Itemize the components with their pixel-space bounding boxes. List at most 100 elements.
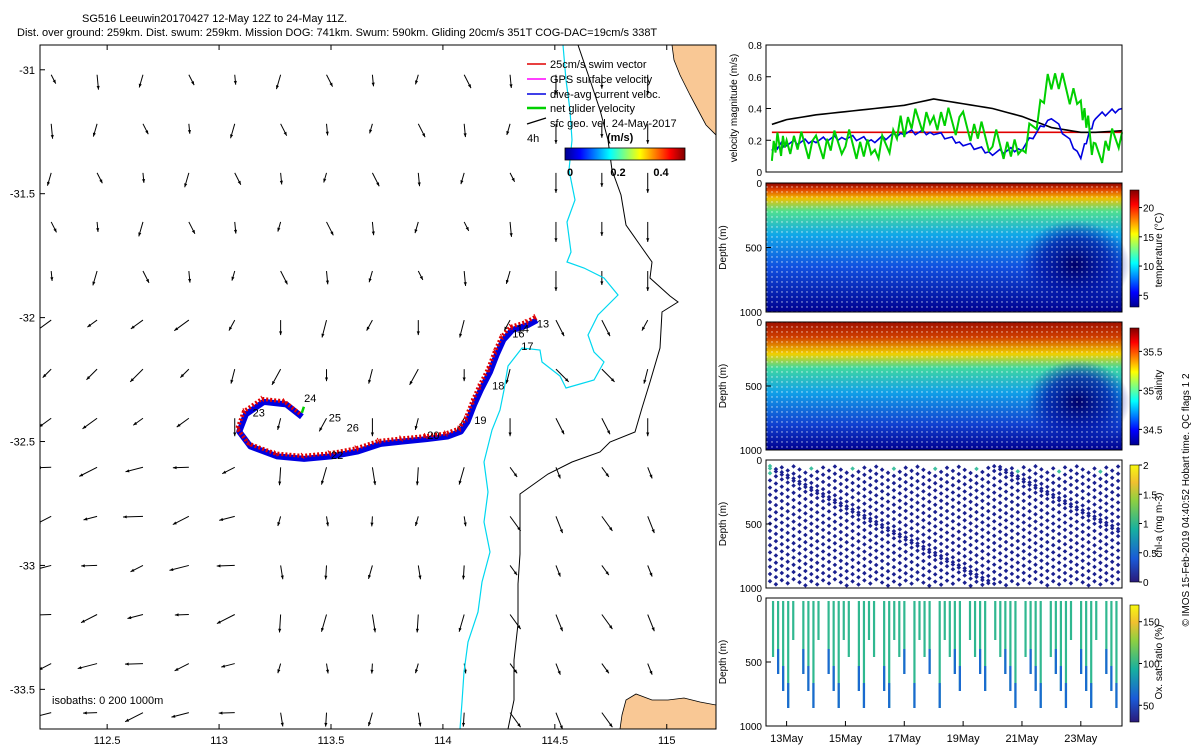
chla-point xyxy=(1003,561,1009,566)
sfc-velocity-arrow xyxy=(415,74,419,85)
chla-point xyxy=(850,557,855,563)
chla-point xyxy=(915,522,920,527)
chla-point xyxy=(1062,493,1068,499)
chla-point xyxy=(950,490,956,495)
chla-point xyxy=(921,525,926,530)
chla-point xyxy=(1027,530,1032,536)
sfc-velocity-arrow xyxy=(271,368,282,386)
chla-point xyxy=(968,542,973,548)
chla-point xyxy=(838,515,844,520)
chla-point xyxy=(938,556,944,561)
chla-point xyxy=(891,557,897,563)
chla-point xyxy=(991,468,997,474)
day-label: 14 xyxy=(517,323,529,335)
chla-point xyxy=(879,517,885,523)
chla-point xyxy=(968,583,973,589)
chla-point xyxy=(1033,471,1038,476)
chla-point xyxy=(826,523,832,529)
swim-vector xyxy=(443,430,448,437)
chla-point xyxy=(1050,473,1056,478)
chla-point xyxy=(791,533,796,539)
chla-point xyxy=(1086,513,1091,519)
sfc-velocity-arrow xyxy=(554,172,558,193)
chla-point xyxy=(986,544,991,550)
chla-point xyxy=(1115,478,1121,484)
chla-point xyxy=(1021,513,1026,518)
chla-point xyxy=(1092,466,1097,471)
chla-point xyxy=(1092,480,1097,486)
velocity-panel: 0 0.2 0.4 0.6 0.8 velocity magnitude (m/s) xyxy=(729,41,1123,179)
sfc-velocity-arrow xyxy=(368,270,373,283)
sfc-velocity-arrow xyxy=(415,516,419,527)
chla-point xyxy=(803,496,808,502)
sfc-velocity-arrow xyxy=(50,221,57,233)
chla-point xyxy=(820,486,826,492)
chla-point xyxy=(1109,518,1115,524)
chla-point xyxy=(809,543,814,548)
chla-point xyxy=(844,477,849,483)
depth-tick-label: 500 xyxy=(745,520,762,531)
sfc-velocity-arrow xyxy=(323,172,327,183)
chla-point xyxy=(1092,514,1097,519)
chla-point xyxy=(797,580,802,585)
chla-point xyxy=(1027,494,1032,500)
chla-point xyxy=(1062,501,1068,506)
chla-point xyxy=(974,572,979,577)
chla-point xyxy=(1062,498,1068,504)
chla-point xyxy=(944,544,950,550)
chla-point xyxy=(850,528,855,534)
swim-vector xyxy=(282,398,287,405)
sfc-velocity-arrow xyxy=(600,271,604,286)
chla-point xyxy=(1039,481,1044,487)
chla-point xyxy=(1015,567,1021,573)
sfc-velocity-arrow xyxy=(414,221,419,234)
legend-net: net glider velocity xyxy=(550,103,635,115)
chla-point xyxy=(797,508,802,513)
chla-point xyxy=(838,522,844,528)
chla-point xyxy=(797,486,802,491)
chla-point xyxy=(903,494,908,499)
chla-point xyxy=(809,487,814,493)
chla-point xyxy=(779,465,785,470)
chla-point xyxy=(915,493,920,498)
chla-point xyxy=(862,501,867,506)
day-label: 16 xyxy=(512,328,524,340)
chla-point xyxy=(850,521,855,527)
chla-point xyxy=(1033,464,1038,469)
colorbar-tick-label: 50 xyxy=(1143,701,1155,712)
chla-point xyxy=(1003,489,1009,494)
map-ytick-label: -33 xyxy=(19,560,35,572)
chla-point xyxy=(1009,571,1015,577)
chla-point xyxy=(974,481,979,486)
chla-point xyxy=(826,566,832,572)
chla-point xyxy=(1098,531,1103,537)
temperature-colorbar-ticks: 5 10 15 20 xyxy=(1139,204,1155,302)
chla-point xyxy=(974,524,979,529)
chla-point xyxy=(820,498,826,504)
chla-point xyxy=(885,484,891,490)
sfc-velocity-arrow xyxy=(221,663,235,668)
depth-ylabel: Depth (m) xyxy=(718,640,729,684)
chla-point xyxy=(856,505,861,510)
chla-point xyxy=(927,499,932,504)
sfc-velocity-arrow xyxy=(124,662,143,666)
chla-point xyxy=(826,559,832,565)
chla-point xyxy=(1050,499,1056,505)
chla-point xyxy=(1115,548,1121,553)
chla-point xyxy=(803,482,808,487)
chla-point xyxy=(1027,566,1032,572)
chla-point xyxy=(1056,498,1062,503)
chla-point xyxy=(991,483,997,488)
chla-point xyxy=(879,496,885,501)
velocity-plot-area xyxy=(766,45,1122,172)
chla-point xyxy=(927,561,932,567)
chla-point xyxy=(1104,549,1109,554)
chla-point xyxy=(927,492,932,497)
sfc-velocity-arrow xyxy=(130,564,144,573)
chla-point xyxy=(809,579,814,584)
chla-point xyxy=(1033,497,1038,503)
chla-point xyxy=(997,579,1003,585)
chla-point xyxy=(809,485,814,490)
chla-point xyxy=(1109,552,1115,557)
chla-point xyxy=(997,522,1003,527)
